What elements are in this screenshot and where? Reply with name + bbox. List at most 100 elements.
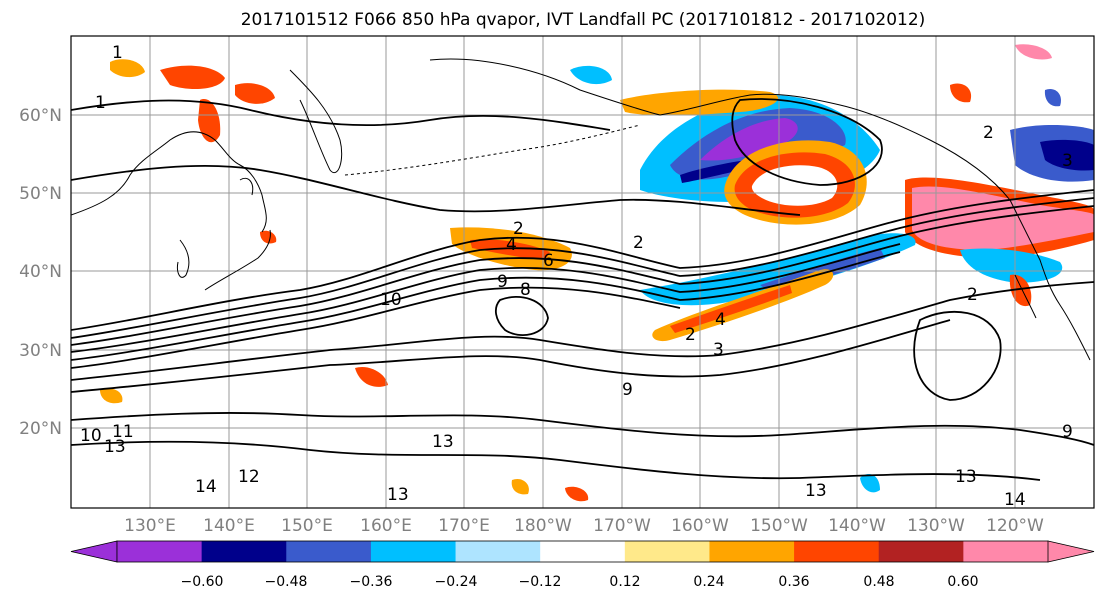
shading-positive-alaska (620, 89, 779, 116)
lat-label: 20°N (19, 419, 62, 439)
contour-label: 4 (715, 310, 726, 330)
contour-label: 14 (1004, 490, 1026, 510)
lat-label: 30°N (19, 341, 62, 361)
shading-positive-nwcoast-core (912, 186, 1094, 250)
shading-blue-spot-1 (570, 65, 612, 85)
colorbar-tick-label: −0.12 (519, 574, 562, 590)
contour-label: 2 (967, 285, 978, 305)
contour-label: 2 (633, 233, 644, 253)
lat-label: 50°N (19, 184, 62, 204)
colorbar-segment (794, 541, 880, 562)
colorbar-tick-label: −0.24 (435, 574, 478, 590)
contour-label: 9 (622, 380, 633, 400)
colorbar-segment (540, 541, 626, 562)
contour-label: 8 (520, 280, 531, 300)
shading-siberia-1 (160, 65, 225, 90)
contour-jet-3 (71, 205, 1094, 346)
contour-closed-1 (913, 310, 1002, 401)
colorbar-extend-low (70, 540, 118, 563)
colorbar-tick-label: −0.48 (265, 574, 308, 590)
contour-north-2 (71, 99, 611, 131)
lon-label: 170°W (593, 516, 651, 536)
colorbar: −0.60 −0.48 −0.36 −0.24 −0.12 0.12 0.24 … (70, 540, 1095, 590)
contour-label: 6 (543, 251, 554, 271)
colorbar-tick-label: −0.60 (181, 574, 224, 590)
lon-label: 160°W (671, 516, 729, 536)
colorbar-frame (116, 540, 1049, 563)
lon-label: 150°E (281, 516, 333, 536)
lon-label: 130°W (907, 516, 965, 536)
coastline-kamchatka (289, 69, 343, 173)
lon-label: 180°W (514, 516, 572, 536)
contour-label: 3 (713, 340, 724, 360)
shading-siberia-2 (198, 99, 221, 143)
shading-subtropic-spot (355, 366, 388, 387)
lon-label: 120°W (986, 516, 1044, 536)
colorbar-segment (624, 541, 710, 562)
contour-north-1 (71, 164, 801, 216)
colorbar-tick-label: 0.48 (863, 574, 894, 590)
shading-negative-gulf-deep (700, 118, 798, 161)
shading-siberia-4 (110, 59, 145, 78)
shading-japan-spot (260, 230, 277, 244)
contour-lines (71, 98, 1094, 481)
coastline-aleutians (344, 124, 641, 176)
contour-south-2 (71, 440, 1041, 481)
colorbar-tick-label: 0.60 (947, 574, 978, 590)
colorbar-segment (117, 541, 203, 562)
lat-label: 40°N (19, 262, 62, 282)
contour-label: 14 (195, 477, 217, 497)
colorbar-segment (963, 541, 1049, 562)
lon-label: 130°E (124, 516, 176, 536)
contour-jet-4 (71, 243, 901, 353)
lon-label: 150°W (750, 516, 808, 536)
coastlines (71, 58, 1091, 361)
lon-label: 160°E (360, 516, 412, 536)
colorbar-tick-label: 0.24 (693, 574, 724, 590)
contour-label: 13 (104, 437, 126, 457)
contour-subtrop-2 (71, 319, 951, 393)
contour-label: 4 (506, 235, 517, 255)
map-panel: 1 1 2 2 2 3 2 4 4 6 8 9 10 2 3 9 9 13 13… (70, 35, 1095, 510)
lat-label: 60°N (19, 106, 62, 126)
lon-axis: 130°E 140°E 150°E 160°E 170°E 180°W 170°… (124, 516, 1044, 536)
contour-label: 10 (80, 426, 102, 446)
contour-label: 1 (112, 43, 123, 63)
colorbar-segment (370, 541, 457, 562)
contour-label: 2 (513, 219, 524, 239)
lon-label: 140°E (203, 516, 255, 536)
lon-label: 140°W (828, 516, 886, 536)
contour-label: 9 (497, 272, 508, 292)
colorbar-segment (201, 541, 287, 562)
colorbar-segment (878, 541, 964, 562)
coastline-asia-east (71, 131, 267, 233)
colorbar-tick-label: −0.36 (350, 574, 393, 590)
contour-subtrop-1 (71, 281, 1094, 381)
shading-blue-spot-2 (860, 474, 880, 493)
contour-south-1 (71, 412, 1094, 446)
colorbar-tick-label: 0.36 (778, 574, 809, 590)
coastline-alaska (429, 58, 1011, 201)
map-frame (70, 35, 1095, 509)
shading-blue-spot-3 (1044, 88, 1061, 107)
colorbar-segments (70, 540, 1095, 563)
contour-jet-5 (71, 251, 901, 361)
coastline-na-west (1009, 199, 1091, 361)
shading-orange-spot-se (950, 83, 972, 103)
shading-siberia-3 (235, 83, 275, 104)
coastline-baja (1014, 274, 1037, 319)
shading-red-spot-s (565, 486, 589, 502)
contour-label: 13 (432, 432, 454, 452)
colorbar-extend-high (1047, 540, 1095, 563)
contour-label: 13 (955, 467, 977, 487)
figure-title: 2017101512 F066 850 hPa qvapor, IVT Land… (241, 10, 926, 30)
colorbar-tick-label: 0.12 (609, 574, 640, 590)
colorbar-ticks: −0.60 −0.48 −0.36 −0.24 −0.12 0.12 0.24 … (181, 574, 979, 590)
contour-label: 2 (685, 325, 696, 345)
contour-label: 10 (380, 290, 402, 310)
contour-jet-2 (71, 197, 1094, 339)
contour-closed-3 (731, 98, 883, 186)
lat-axis: 60°N 50°N 40°N 30°N 20°N (19, 106, 62, 439)
lon-label: 170°E (438, 516, 490, 536)
